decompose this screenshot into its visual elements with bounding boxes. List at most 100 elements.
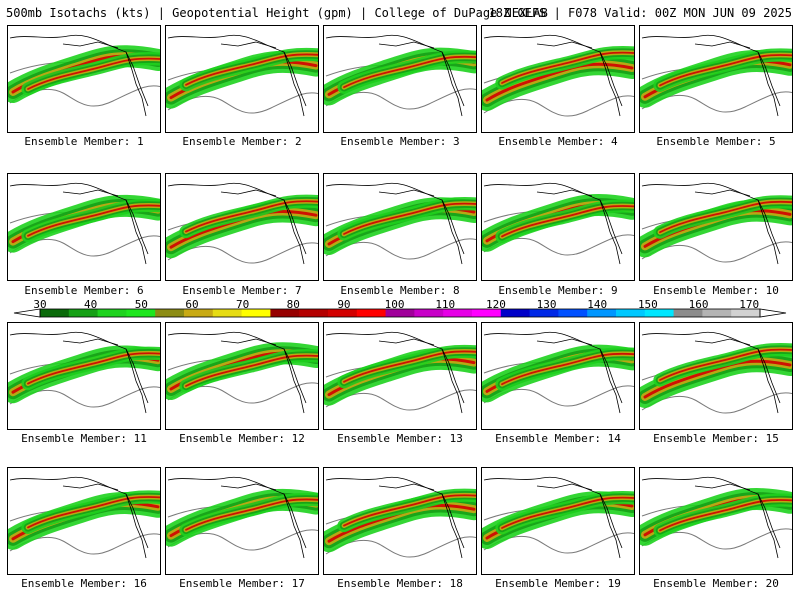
coastline-border (62, 189, 119, 197)
isotach-band (185, 200, 318, 233)
isotach-map (8, 34, 160, 117)
isotach-map (482, 331, 634, 414)
ensemble-member-label: Ensemble Member: 9 (498, 284, 618, 297)
coastline-border (325, 476, 465, 549)
isotach-band (343, 202, 476, 235)
coastline-border (283, 51, 305, 117)
coastline-border (599, 493, 621, 559)
colorbar-swatch (155, 309, 185, 317)
ensemble-member-panel (165, 25, 319, 133)
colorbar-tick-label: 80 (286, 298, 300, 311)
isotach-map (166, 34, 318, 117)
coastline-border (62, 41, 119, 49)
colorbar-tick-label: 150 (637, 298, 658, 311)
coastline-border (9, 476, 149, 549)
coastline-border (641, 331, 781, 404)
colorbar-tick-label: 100 (384, 298, 405, 311)
colorbar-swatch (68, 309, 99, 317)
coastline-border (220, 338, 277, 346)
coastline-border (536, 189, 593, 197)
colorbar-tick-label: 70 (236, 298, 250, 311)
isotach-map (166, 476, 318, 559)
ensemble-member-panel (323, 173, 477, 281)
coastline-border (441, 493, 463, 559)
coastline-border (325, 182, 465, 255)
colorbar-tick-label: 170 (739, 298, 760, 311)
colorbar-swatch (500, 309, 531, 317)
ensemble-member-label: Ensemble Member: 6 (24, 284, 144, 297)
isotach-map (324, 182, 476, 265)
colorbar-swatch (414, 309, 444, 317)
colorbar-swatch (529, 309, 559, 317)
ensemble-member-label: Ensemble Member: 18 (337, 577, 463, 590)
isotach-map (482, 476, 634, 559)
ensemble-member-label: Ensemble Member: 4 (498, 135, 618, 148)
colorbar-tick-label: 40 (84, 298, 98, 311)
coastline-border (483, 182, 623, 255)
isotach-band (659, 499, 792, 532)
isotach-map (482, 182, 634, 265)
ensemble-member-panel (165, 322, 319, 430)
ensemble-member-panel (639, 322, 793, 430)
coastline-border (325, 331, 465, 404)
ensemble-member-panel (639, 25, 793, 133)
colorbar-tick-label: 30 (33, 298, 47, 311)
isotach-band (27, 496, 160, 529)
colorbar-scale (13, 308, 787, 318)
ensemble-member-label: Ensemble Member: 13 (337, 432, 463, 445)
isotach-band (501, 496, 634, 529)
ensemble-member-panel (165, 173, 319, 281)
coastline-border (283, 493, 305, 559)
ensemble-member-label: Ensemble Member: 1 (24, 135, 144, 148)
coastline-border (167, 331, 307, 404)
ensemble-member-label: Ensemble Member: 8 (340, 284, 460, 297)
ensemble-member-label: Ensemble Member: 14 (495, 432, 621, 445)
coastline-border (757, 493, 779, 559)
height-contour (325, 389, 476, 411)
isotach-band (659, 54, 792, 87)
ensemble-member-panel (323, 25, 477, 133)
colorbar-tick-label: 160 (688, 298, 709, 311)
coastline-border (9, 34, 149, 107)
coastline-border (167, 34, 307, 107)
colorbar-swatch (385, 309, 415, 317)
ensemble-member-label: Ensemble Member: 19 (495, 577, 621, 590)
colorbar-swatch (472, 309, 502, 317)
coastline-border (694, 483, 751, 491)
coastline-border (757, 348, 779, 414)
coastline-border (757, 199, 779, 265)
ensemble-member-label: Ensemble Member: 17 (179, 577, 305, 590)
ensemble-member-label: Ensemble Member: 20 (653, 577, 779, 590)
colorbar-swatch (673, 309, 703, 317)
isotach-band (485, 62, 634, 102)
isotach-band (27, 204, 160, 237)
coastline-border (325, 34, 465, 107)
isotach-map (640, 476, 792, 559)
coastline-border (536, 41, 593, 49)
coastline-border (441, 199, 463, 265)
isotach-band (185, 53, 318, 86)
coastline-border (283, 348, 305, 414)
colorbar-swatch (184, 309, 214, 317)
coastline-border (536, 338, 593, 346)
ensemble-member-label: Ensemble Member: 11 (21, 432, 147, 445)
isotach-map (640, 182, 792, 265)
coastline-border (641, 34, 781, 107)
ensemble-member-panel (481, 322, 635, 430)
header: 500mb Isotachs (kts) | Geopotential Heig… (0, 0, 800, 26)
coastline-border (378, 41, 435, 49)
ensemble-member-panel (7, 173, 161, 281)
ensemble-member-label: Ensemble Member: 16 (21, 577, 147, 590)
isotach-map (640, 331, 792, 414)
ensemble-member-panel (639, 173, 793, 281)
colorbar-tick-label: 140 (587, 298, 608, 311)
colorbar-swatch (443, 309, 473, 317)
coastline-border (283, 199, 305, 265)
ensemble-member-label: Ensemble Member: 2 (182, 135, 302, 148)
isotach-band (659, 348, 792, 381)
coastline-border (62, 483, 119, 491)
ensemble-member-panel (481, 173, 635, 281)
coastline-border (125, 348, 147, 414)
coastline-border (441, 51, 463, 117)
colorbar-swatch (299, 309, 329, 317)
